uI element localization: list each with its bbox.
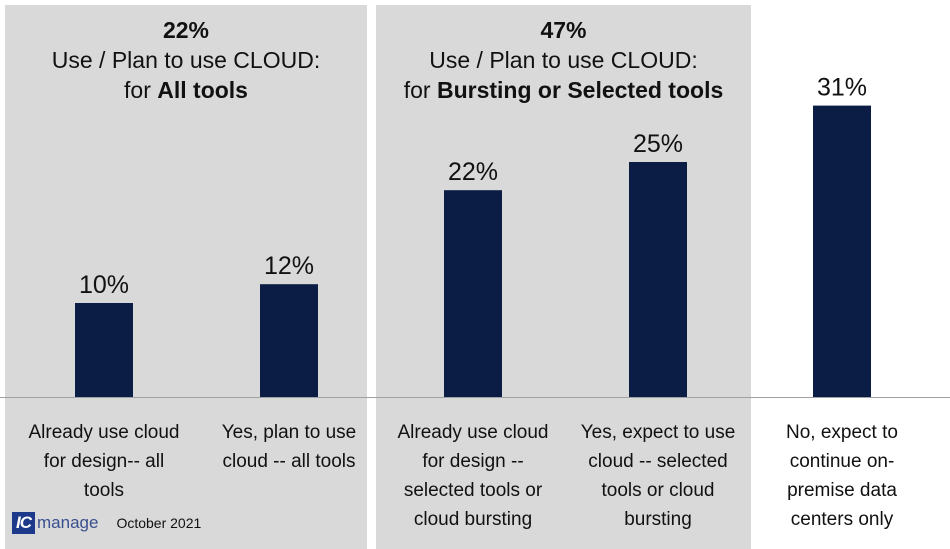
category-label-line: for design-- all bbox=[43, 451, 165, 472]
category-label-1: Already use cloud for design-- all tools bbox=[14, 418, 194, 505]
ic-manage-logo-word: manage bbox=[37, 513, 99, 532]
category-label-line: centers only bbox=[790, 509, 894, 530]
category-label-5: No, expect to continue on-premise data cen… bbox=[752, 418, 932, 534]
data-label-1: 10% bbox=[79, 271, 129, 299]
panel-total: 47% bbox=[540, 17, 587, 43]
panel-title-line2: for All tools bbox=[124, 77, 248, 103]
panel-title-line1: Use / Plan to use CLOUD: bbox=[429, 47, 698, 73]
category-label-line: cloud -- all tools bbox=[222, 451, 356, 472]
category-label-line: continue on- bbox=[789, 451, 895, 472]
panel-title-bursting: 47% Use / Plan to use CLOUD: for Burstin… bbox=[376, 15, 751, 105]
bar-1 bbox=[75, 303, 133, 397]
axis-baseline bbox=[0, 397, 950, 398]
bar-3 bbox=[444, 190, 502, 397]
category-label-line: tools bbox=[83, 480, 125, 501]
panel-title-line2: for Bursting or Selected tools bbox=[403, 77, 724, 103]
report-date: October 2021 bbox=[116, 515, 202, 531]
category-label-line: tools or cloud bbox=[601, 480, 715, 501]
ic-manage-logo-mark: IC bbox=[12, 512, 35, 534]
panel-bursting-selected bbox=[376, 5, 751, 549]
data-label-5: 31% bbox=[817, 74, 867, 102]
panel-title-line1: Use / Plan to use CLOUD: bbox=[51, 47, 321, 73]
category-label-3: Already use cloud for design -- selected t… bbox=[383, 418, 563, 534]
category-label-2: Yes, plan to use cloud -- all tools bbox=[199, 418, 379, 476]
category-label-line: selected tools or bbox=[403, 480, 543, 501]
footer: IC manage October 2021 bbox=[12, 508, 201, 538]
panel-title-all-tools: 22% Use / Plan to use CLOUD: for All too… bbox=[5, 15, 367, 105]
category-label-line: bursting bbox=[624, 509, 692, 530]
category-label-line: premise data bbox=[787, 480, 897, 501]
data-label-3: 22% bbox=[448, 158, 498, 186]
category-label-line: for design -- bbox=[422, 451, 524, 472]
panel-all-tools bbox=[5, 5, 367, 549]
bar-2 bbox=[260, 284, 318, 397]
category-label-line: Already use cloud bbox=[28, 422, 180, 443]
category-label-line: No, expect to bbox=[786, 422, 898, 443]
category-label-line: Already use cloud bbox=[397, 422, 549, 443]
category-label-line: cloud bursting bbox=[413, 509, 533, 530]
category-label-line: cloud -- selected bbox=[588, 451, 728, 472]
category-label-line: Yes, expect to use bbox=[580, 422, 736, 443]
category-label-4: Yes, expect to use cloud -- selected tools… bbox=[568, 418, 748, 534]
bar-4 bbox=[629, 162, 687, 397]
category-label-line: Yes, plan to use bbox=[221, 422, 357, 443]
data-label-2: 12% bbox=[264, 252, 314, 280]
data-label-4: 25% bbox=[633, 130, 683, 158]
panel-total: 22% bbox=[162, 17, 210, 43]
bar-5 bbox=[813, 105, 871, 397]
